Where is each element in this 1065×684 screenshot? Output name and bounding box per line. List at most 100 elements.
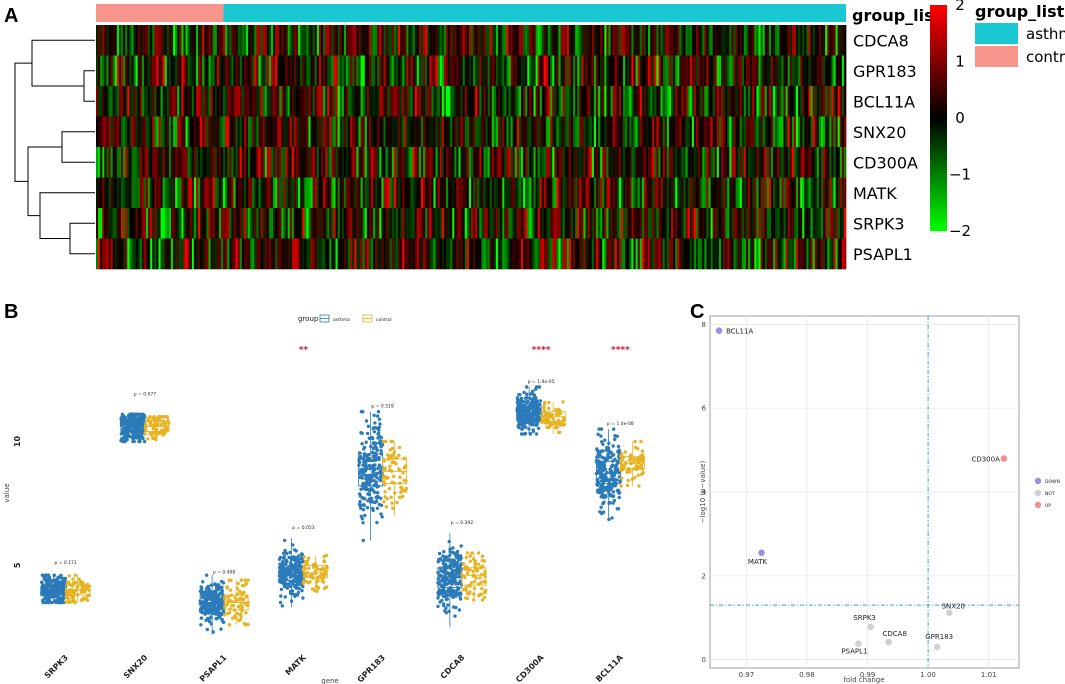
panel-label-b: B (4, 301, 18, 323)
heatmap-cell (754, 25, 757, 56)
jitter-point (365, 506, 370, 510)
jitter-point (296, 590, 301, 595)
heatmap-cell (225, 55, 228, 87)
heatmap-cell (127, 55, 130, 87)
jitter-point (371, 426, 375, 431)
heatmap-cell (204, 177, 207, 209)
heatmap-cell (843, 25, 847, 56)
heatmap-cell (364, 25, 368, 56)
heatmap-cell (639, 147, 643, 178)
jitter-point (390, 460, 395, 465)
heatmap-cell (518, 208, 522, 239)
heatmap-cell (200, 177, 203, 209)
jitter-point (238, 612, 243, 616)
heatmap-cell (587, 116, 591, 148)
heatmap-cell (712, 238, 716, 270)
jitter-point (212, 595, 216, 599)
heatmap-cell (462, 238, 466, 270)
heatmap-cell (506, 55, 509, 87)
jitter-point (67, 600, 72, 605)
heatmap-cell (746, 86, 749, 117)
heatmap-cell (489, 208, 493, 239)
heatmap-cell (529, 55, 532, 87)
heatmap-cell (371, 208, 374, 239)
heatmap-cell (812, 177, 816, 209)
heatmap-cell (768, 55, 772, 87)
heatmap-cell (560, 147, 564, 178)
heatmap-cell (441, 238, 445, 270)
jitter-points-asthma (515, 385, 543, 436)
jitter-point (377, 434, 381, 438)
heatmap-cell (262, 86, 266, 117)
heatmap-cell (583, 55, 586, 87)
heatmap-cell (523, 55, 526, 87)
heatmap-cell (600, 55, 603, 87)
heatmap-cell (102, 147, 105, 178)
heatmap-cell (196, 238, 199, 270)
heatmap-cell (462, 208, 466, 239)
heatmap-cell (825, 238, 828, 270)
heatmap-cell (150, 25, 153, 56)
jitter-point (164, 415, 168, 419)
heatmap-cell (468, 177, 472, 209)
heatmap-cell (421, 238, 424, 270)
heatmap-cell (427, 86, 430, 117)
heatmap-cell (500, 86, 503, 117)
heatmap-cell (171, 116, 174, 148)
heatmap-cell (148, 147, 151, 178)
jitter-point (357, 492, 362, 496)
heatmap-cell (296, 147, 299, 178)
heatmap-cell (568, 147, 572, 178)
heatmap-cell (410, 147, 414, 178)
dendro-link-matk (39, 192, 95, 239)
heatmap-cell (787, 116, 791, 148)
heatmap-cell (254, 238, 257, 270)
heatmap-cell (221, 86, 224, 117)
heatmap-cell (502, 208, 505, 239)
heatmap-cell (804, 25, 807, 56)
jitter-point (67, 574, 71, 578)
heatmap-cell (693, 86, 697, 117)
heatmap-cell (548, 116, 551, 148)
heatmap-cell (137, 116, 141, 148)
heatmap-cell (802, 147, 805, 178)
heatmap-cell (541, 238, 545, 270)
heatmap-cell (114, 208, 118, 239)
heatmap-cell (760, 116, 764, 148)
heatmap-cell (166, 238, 170, 270)
heatmap-cell (841, 86, 845, 117)
heatmap-cell (812, 116, 816, 148)
heatmap-cell (710, 116, 714, 148)
heatmap-cell (460, 116, 464, 148)
jitter-point (537, 385, 542, 389)
heatmap-cell (375, 116, 378, 148)
heatmap-cell (810, 147, 814, 178)
heatmap-cell (400, 147, 403, 178)
heatmap-cell (118, 238, 122, 270)
heatmap-cell (581, 147, 584, 178)
jitter-point (456, 564, 460, 568)
heatmap-cell (704, 86, 707, 117)
heatmap-cell (477, 86, 480, 117)
heatmap-cell (129, 208, 132, 239)
heatmap-cell (154, 116, 157, 148)
jitter-point (398, 481, 402, 485)
heatmap-cell (341, 238, 345, 270)
jitter-point (239, 603, 243, 607)
heatmap-cell (493, 208, 497, 239)
heatmap-cell (783, 147, 786, 178)
heatmap-cell (766, 147, 770, 178)
heatmap-cell (346, 25, 349, 56)
heatmap-cell (698, 177, 701, 209)
heatmap-cell (733, 86, 736, 117)
heatmap-cell (150, 147, 153, 178)
jitter-point (515, 396, 520, 400)
heatmap-cell (598, 25, 601, 56)
heatmap-cell (816, 116, 820, 148)
jitter-point (288, 591, 293, 595)
heatmap-cell (460, 147, 464, 178)
heatmap-cell (421, 147, 424, 178)
heatmap-cell (562, 238, 566, 270)
heatmap-cell (671, 55, 674, 87)
heatmap-cell (283, 238, 286, 270)
